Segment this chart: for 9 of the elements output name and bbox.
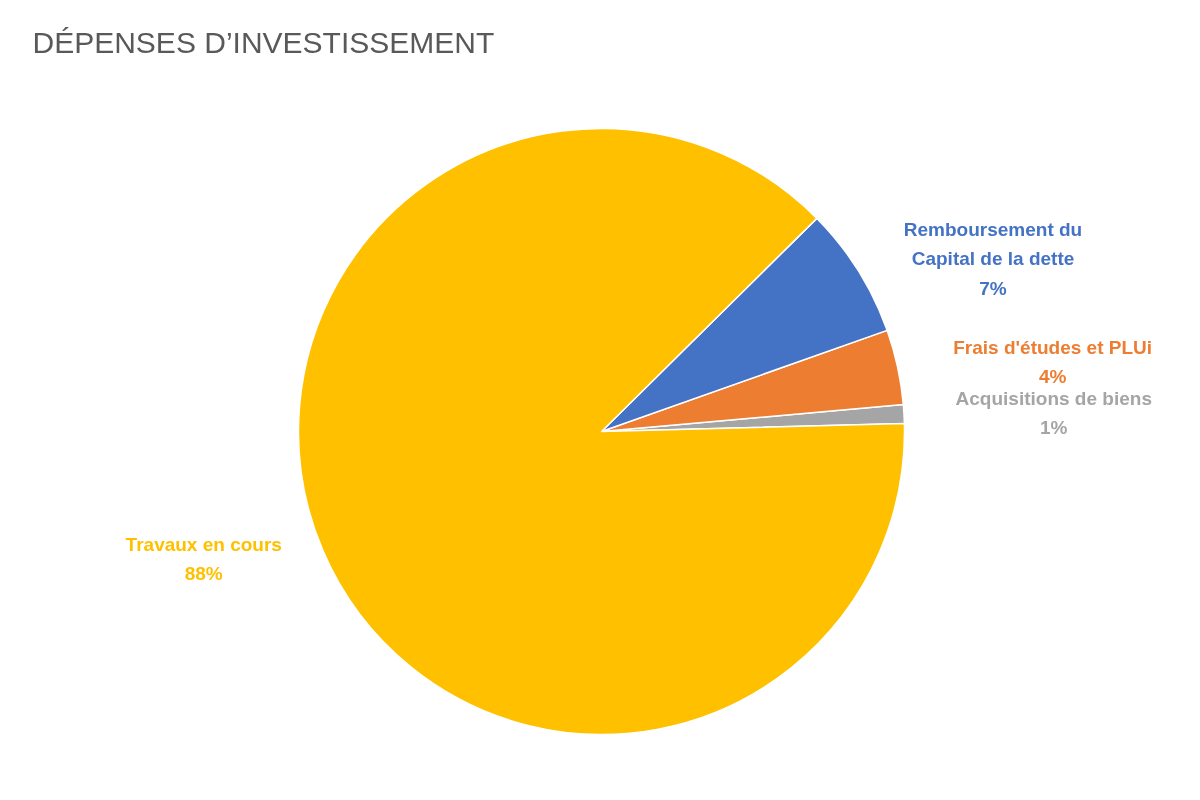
data-label: 7% [979, 277, 1007, 299]
slice-label: Remboursement du Capital de la dette [903, 218, 1083, 270]
data-label: 1% [1040, 416, 1068, 438]
data-label: 88% [184, 563, 223, 585]
slice-label: Frais d'études et PLUi [953, 337, 1153, 359]
chart-title: DÉPENSES D’INVESTISSEMENT [32, 26, 495, 59]
slice-label: Travaux en cours [125, 533, 282, 555]
slice-label: Acquisitions de biens [955, 387, 1152, 409]
data-label: 4% [1038, 366, 1067, 388]
